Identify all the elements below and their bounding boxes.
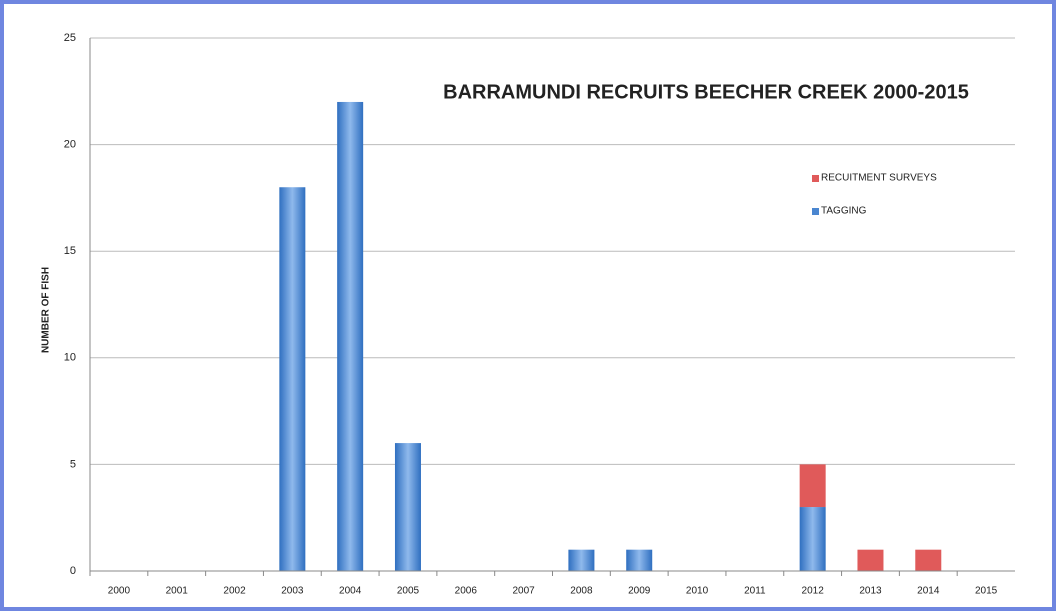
legend-swatch	[812, 208, 819, 215]
bar	[394, 443, 421, 571]
bar	[568, 549, 595, 571]
x-tick-label: 2000	[108, 586, 131, 597]
x-tick-label: 2001	[166, 586, 189, 597]
legend-swatch	[812, 175, 819, 182]
bar	[626, 549, 653, 571]
chart-title: BARRAMUNDI RECRUITS BEECHER CREEK 2000-2…	[443, 81, 969, 103]
x-tick-label: 2002	[223, 586, 246, 597]
x-tick-label: 2014	[917, 586, 940, 597]
x-tick-label: 2012	[802, 586, 825, 597]
x-tick-label: 2004	[339, 586, 362, 597]
x-tick-label: 2013	[859, 586, 882, 597]
bar	[915, 549, 942, 571]
y-tick-label: 5	[70, 458, 76, 470]
bar	[337, 101, 364, 572]
legend-label: TAGGING	[821, 206, 867, 217]
y-axis-label: NUMBER OF FISH	[41, 267, 52, 353]
y-tick-label: 25	[64, 32, 76, 44]
y-tick-label: 20	[64, 139, 76, 151]
x-tick-label: 2015	[975, 586, 998, 597]
x-tick-label: 2007	[512, 586, 535, 597]
x-tick-label: 2008	[570, 586, 593, 597]
bar	[279, 187, 306, 572]
y-tick-label: 15	[64, 245, 76, 257]
x-tick-label: 2009	[628, 586, 651, 597]
x-tick-label: 2003	[281, 586, 304, 597]
legend-label: RECUITMENT SURVEYS	[821, 173, 937, 184]
y-tick-label: 0	[70, 565, 76, 577]
bar	[799, 464, 826, 508]
x-tick-label: 2010	[686, 586, 709, 597]
x-tick-label: 2005	[397, 586, 420, 597]
x-tick-label: 2011	[744, 586, 766, 597]
bar	[799, 507, 826, 571]
bar	[857, 549, 884, 571]
y-tick-label: 10	[64, 352, 76, 364]
x-tick-label: 2006	[455, 586, 478, 597]
